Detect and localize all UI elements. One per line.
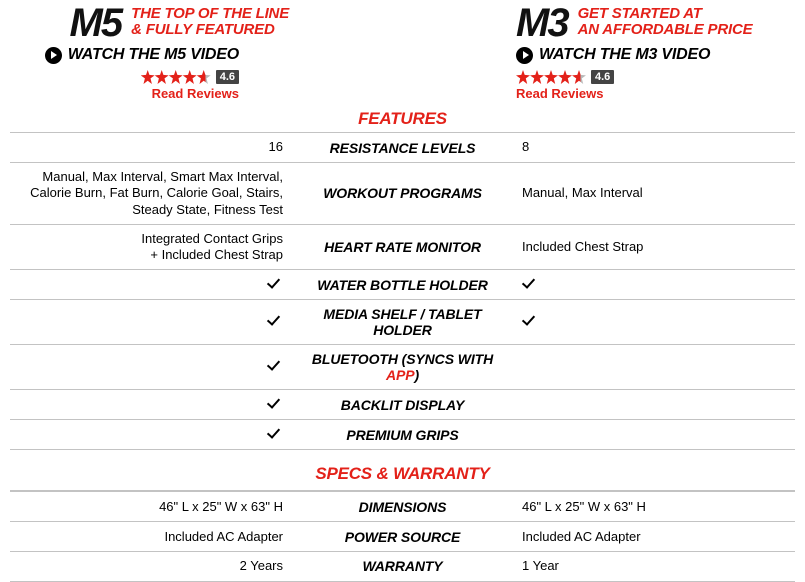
watch-video-right[interactable]: WATCH THE M3 VIDEO [516, 46, 789, 64]
feature-value-right: Included AC Adapter [510, 523, 795, 551]
feature-label: RESISTANCE LEVELS [295, 134, 510, 162]
table-row: Integrated Contact Grips+ Included Chest… [10, 224, 795, 270]
feature-value-left: 46" L x 25" W x 63" H [10, 493, 295, 521]
product-right-header: M3 GET STARTED AT AN AFFORDABLE PRICE WA… [510, 6, 795, 101]
feature-value-left [10, 421, 295, 449]
feature-value-right [510, 308, 795, 336]
star-icon [169, 70, 183, 84]
table-row: PREMIUM GRIPS [10, 419, 795, 449]
check-icon [522, 314, 538, 326]
table-row: WATER BOTTLE HOLDER [10, 269, 795, 299]
feature-label: PREMIUM GRIPS [295, 421, 510, 449]
feature-value-right: 8 [510, 133, 795, 161]
stars-icon [141, 70, 211, 84]
feature-value-right [510, 361, 795, 373]
feature-label: WARRANTY [295, 552, 510, 580]
star-icon [530, 70, 544, 84]
check-icon [267, 397, 283, 409]
star-icon [558, 70, 572, 84]
feature-value-right [510, 429, 795, 441]
feature-value-right [510, 399, 795, 411]
star-icon [197, 70, 211, 84]
feature-label: POWER SOURCE [295, 523, 510, 551]
feature-label: MEDIA SHELF / TABLET HOLDER [295, 300, 510, 344]
feature-label: DIMENSIONS [295, 493, 510, 521]
feature-value-left [10, 308, 295, 336]
specs-section-title: SPECS & WARRANTY [10, 449, 795, 491]
feature-value-left [10, 271, 295, 299]
table-row: BLUETOOTH (SYNCS WITH APP) [10, 344, 795, 389]
specs-table: 46" L x 25" W x 63" HDIMENSIONS46" L x 2… [10, 491, 795, 581]
star-icon [572, 70, 586, 84]
read-reviews-right[interactable]: Read Reviews [516, 86, 789, 101]
star-icon [183, 70, 197, 84]
feature-value-right [510, 271, 795, 299]
check-icon [267, 277, 283, 289]
model-name-right: M3 [516, 6, 568, 40]
tagline-right: GET STARTED AT AN AFFORDABLE PRICE [578, 6, 753, 38]
feature-label: WATER BOTTLE HOLDER [295, 271, 510, 299]
feature-value-left: 2 Years [10, 552, 295, 580]
model-name-left: M5 [70, 6, 122, 40]
feature-value-left [10, 353, 295, 381]
table-row: Included AC AdapterPOWER SOURCEIncluded … [10, 521, 795, 551]
play-icon [516, 47, 533, 64]
features-section-title: FEATURES [10, 101, 795, 132]
feature-label: HEART RATE MONITOR [295, 233, 510, 261]
star-icon [544, 70, 558, 84]
feature-value-left: Included AC Adapter [10, 523, 295, 551]
rating-badge-right: 4.6 [591, 70, 614, 84]
rating-left: 4.6 [16, 70, 289, 84]
read-reviews-left[interactable]: Read Reviews [16, 86, 289, 101]
rating-badge-left: 4.6 [216, 70, 239, 84]
table-row: 16RESISTANCE LEVELS8 [10, 132, 795, 162]
star-icon [516, 70, 530, 84]
product-left-header: M5 THE TOP OF THE LINE & FULLY FEATURED … [10, 6, 295, 101]
star-icon [155, 70, 169, 84]
header-row: M5 THE TOP OF THE LINE & FULLY FEATURED … [10, 6, 795, 101]
feature-value-right: 1 Year [510, 552, 795, 580]
watch-video-left[interactable]: WATCH THE M5 VIDEO [16, 46, 289, 64]
feature-value-left: Manual, Max Interval, Smart Max Interval… [10, 163, 295, 224]
stars-icon [516, 70, 586, 84]
feature-value-right: 46" L x 25" W x 63" H [510, 493, 795, 521]
feature-value-right: Manual, Max Interval [510, 179, 795, 207]
table-row: BACKLIT DISPLAY [10, 389, 795, 419]
feature-value-left: Integrated Contact Grips+ Included Chest… [10, 225, 295, 270]
features-table: 16RESISTANCE LEVELS8Manual, Max Interval… [10, 132, 795, 449]
check-icon [267, 427, 283, 439]
rating-right: 4.6 [516, 70, 789, 84]
table-row: 2 YearsWARRANTY1 Year [10, 551, 795, 581]
feature-label: BLUETOOTH (SYNCS WITH APP) [295, 345, 510, 389]
table-row: 46" L x 25" W x 63" HDIMENSIONS46" L x 2… [10, 491, 795, 521]
feature-value-left [10, 391, 295, 419]
feature-label: BACKLIT DISPLAY [295, 391, 510, 419]
tagline-left: THE TOP OF THE LINE & FULLY FEATURED [131, 6, 289, 38]
play-icon [45, 47, 62, 64]
check-icon [522, 277, 538, 289]
star-icon [141, 70, 155, 84]
check-icon [267, 314, 283, 326]
table-row: Manual, Max Interval, Smart Max Interval… [10, 162, 795, 224]
check-icon [267, 359, 283, 371]
feature-value-left: 16 [10, 133, 295, 161]
feature-label: WORKOUT PROGRAMS [295, 179, 510, 207]
table-row: MEDIA SHELF / TABLET HOLDER [10, 299, 795, 344]
feature-value-right: Included Chest Strap [510, 233, 795, 261]
